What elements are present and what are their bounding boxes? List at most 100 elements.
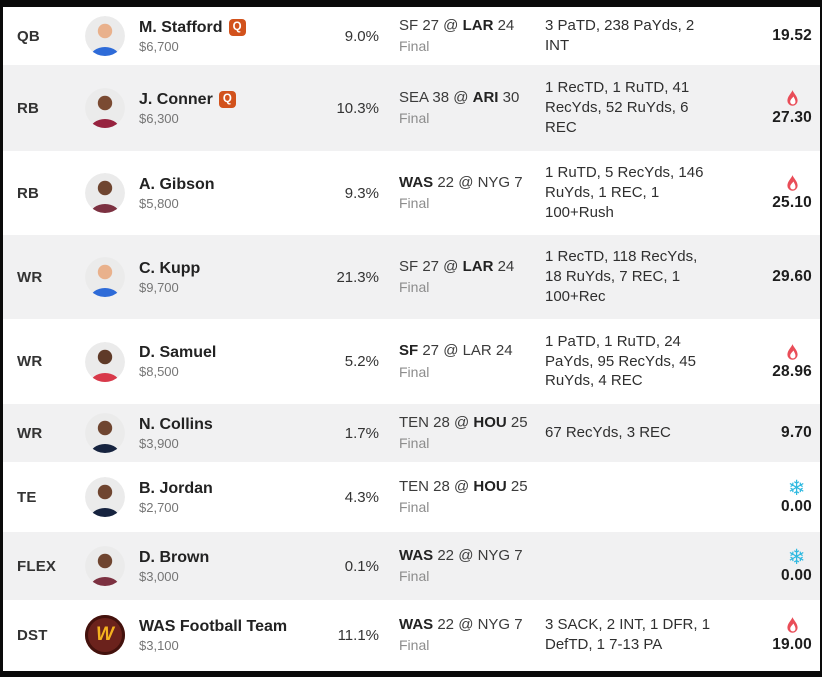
fantasy-points: 0.00 [781, 567, 812, 584]
player-avatar [85, 257, 125, 297]
game-status: Final [399, 110, 430, 127]
player-row-rb1[interactable]: RB J. Conner Q $6,300 10.3% SEA 38 @ A [3, 65, 820, 151]
player-stats: 67 RecYds, 3 REC [545, 424, 671, 442]
fantasy-points: 9.70 [781, 424, 812, 441]
game-status: Final [399, 637, 430, 654]
player-salary: $3,000 [139, 568, 179, 584]
person-icon [85, 477, 125, 517]
game-score: TEN 28 @ HOU 25 Final [399, 477, 545, 517]
player-stats: 1 RuTD, 5 RecYds, 146 RuYds, 1 REC, 1 10… [545, 164, 704, 221]
player-avatar [85, 413, 125, 453]
ownership-percentage: 0.1% [344, 557, 379, 575]
person-icon [85, 341, 125, 382]
flame-icon [786, 90, 798, 106]
player-stats: 3 SACK, 2 INT, 1 DFR, 1 DefTD, 1 7-13 PA [545, 616, 711, 653]
player-row-dst[interactable]: DST W WAS Football Team $3,100 11.1% W [3, 600, 820, 670]
ownership-percentage: 11.1% [337, 626, 379, 644]
player-salary: $5,800 [139, 195, 179, 211]
player-row-rb2[interactable]: RB A. Gibson $5,800 9.3% WAS 22 @ NYG [3, 151, 820, 235]
game-status: Final [399, 195, 430, 212]
player-salary: $8,500 [139, 364, 179, 379]
fantasy-points: 25.10 [772, 194, 812, 211]
player-avatar: W [85, 615, 125, 655]
player-salary: $3,900 [139, 435, 179, 451]
game-status: Final [399, 38, 430, 55]
fantasy-lineup-table: QB M. Stafford Q $6,700 9.0% SF 27 @ L [3, 7, 820, 671]
position-label: RB [17, 184, 40, 202]
player-avatar [85, 546, 125, 586]
position-label: WR [17, 353, 43, 370]
position-label: FLEX [17, 557, 57, 575]
ownership-percentage: 21.3% [336, 268, 379, 286]
game-score: WAS 22 @ NYG 7 Final [399, 615, 545, 655]
player-name: J. Conner [139, 90, 213, 108]
player-avatar [85, 16, 125, 56]
game-status: Final [399, 568, 430, 585]
game-score: TEN 28 @ HOU 25 Final [399, 413, 545, 453]
game-score: WAS 22 @ NYG 7 Final [399, 546, 545, 586]
person-icon [85, 546, 125, 586]
player-stats: 1 PaTD, 1 RuTD, 24 PaYds, 95 RecYds, 45 … [545, 332, 696, 390]
player-avatar [85, 88, 125, 128]
player-stats: 3 PaTD, 238 PaYds, 2 INT [545, 17, 695, 54]
player-name: D. Samuel [139, 344, 217, 361]
player-avatar [85, 477, 125, 517]
game-score: SF 27 @ LAR 24 Final [399, 257, 545, 297]
ownership-percentage: 5.2% [344, 353, 379, 370]
ownership-percentage: 1.7% [344, 424, 379, 442]
player-name: WAS Football Team [139, 617, 288, 635]
fantasy-points: 29.60 [772, 268, 812, 285]
game-score: SF 27 @ LAR 24 Final [399, 16, 545, 56]
player-name: C. Kupp [139, 259, 201, 277]
person-icon [85, 16, 125, 56]
fantasy-points: 0.00 [781, 498, 812, 515]
player-name: A. Gibson [139, 175, 215, 193]
player-row-te[interactable]: TE B. Jordan $2,700 4.3% TEN 28 @ HOU [3, 462, 820, 532]
game-status: Final [399, 435, 430, 452]
player-row-qb[interactable]: QB M. Stafford Q $6,700 9.0% SF 27 @ L [3, 7, 820, 65]
snowflake-icon: ❄ [787, 545, 806, 569]
player-row-wr1[interactable]: WR C. Kupp $9,700 21.3% SF 27 @ LAR 2 [3, 235, 820, 319]
player-row-wr2[interactable]: WR D. Samuel $8,500 5.2% SF 27 @ LAR [3, 319, 820, 404]
game-status: Final [399, 499, 430, 516]
position-label: QB [17, 27, 40, 45]
player-name: B. Jordan [139, 479, 213, 497]
ownership-percentage: 9.3% [344, 184, 379, 202]
person-icon [85, 88, 125, 128]
ownership-percentage: 10.3% [336, 99, 379, 117]
position-label: RB [17, 99, 40, 117]
flame-icon [786, 343, 798, 360]
game-status: Final [399, 363, 430, 380]
fantasy-points: 27.30 [772, 109, 812, 126]
questionable-badge: Q [218, 91, 236, 108]
fantasy-points: 19.52 [772, 27, 812, 44]
player-name: N. Collins [139, 415, 213, 433]
flame-icon [786, 175, 798, 191]
player-row-wr3[interactable]: WR N. Collins $3,900 1.7% TEN 28 @ HO [3, 404, 820, 462]
player-salary: $3,100 [139, 637, 179, 653]
player-name: D. Brown [139, 548, 210, 566]
flame-icon [786, 617, 798, 633]
game-score: WAS 22 @ NYG 7 Final [399, 173, 545, 213]
player-name: M. Stafford [139, 18, 223, 36]
fantasy-points: 19.00 [772, 636, 812, 653]
player-salary: $9,700 [139, 279, 179, 295]
player-avatar [85, 173, 125, 213]
game-score: SF 27 @ LAR 24 Final [399, 341, 545, 381]
position-label: DST [17, 626, 48, 644]
position-label: TE [17, 488, 37, 506]
player-avatar [85, 341, 125, 382]
person-icon [85, 413, 125, 453]
game-score: SEA 38 @ ARI 30 Final [399, 88, 545, 128]
player-salary: $6,300 [139, 110, 179, 126]
player-salary: $2,700 [139, 499, 179, 515]
player-row-flex[interactable]: FLEX D. Brown $3,000 0.1% WAS 22 @ NY [3, 532, 820, 600]
team-logo-icon: W [85, 615, 125, 655]
player-salary: $6,700 [139, 38, 179, 54]
ownership-percentage: 9.0% [344, 27, 379, 45]
fantasy-points: 28.96 [772, 362, 812, 380]
position-label: WR [17, 268, 43, 286]
position-label: WR [17, 424, 43, 442]
person-icon [85, 257, 125, 297]
